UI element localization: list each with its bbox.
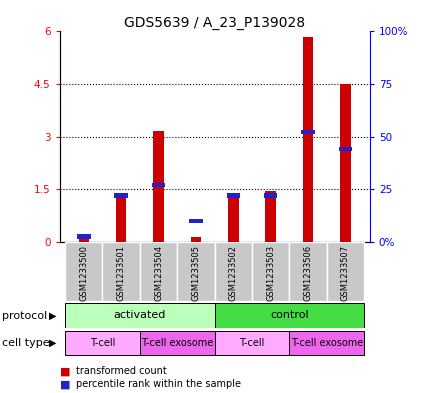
Bar <box>303 37 313 242</box>
Text: T-cell: T-cell <box>239 338 265 348</box>
Bar <box>215 242 252 301</box>
Bar <box>339 147 352 151</box>
Bar <box>177 242 215 301</box>
Text: ▶: ▶ <box>49 310 57 321</box>
Bar <box>228 193 238 242</box>
Bar <box>65 303 215 328</box>
Text: GSM1233505: GSM1233505 <box>191 244 201 301</box>
Bar <box>79 237 89 242</box>
Bar <box>301 130 315 134</box>
Text: T-cell exosome: T-cell exosome <box>291 338 363 348</box>
Bar <box>264 193 278 198</box>
Bar <box>153 131 164 242</box>
Bar <box>327 242 364 301</box>
Text: ■: ■ <box>60 366 70 376</box>
Text: control: control <box>270 310 309 320</box>
Bar <box>114 193 128 198</box>
Text: T-cell exosome: T-cell exosome <box>141 338 213 348</box>
Bar <box>189 219 203 223</box>
Text: T-cell: T-cell <box>90 338 115 348</box>
Text: GSM1233501: GSM1233501 <box>117 244 126 301</box>
Bar <box>215 303 364 328</box>
Text: GSM1233504: GSM1233504 <box>154 244 163 301</box>
Title: GDS5639 / A_23_P139028: GDS5639 / A_23_P139028 <box>124 17 305 30</box>
Text: GSM1233502: GSM1233502 <box>229 244 238 301</box>
Text: protocol: protocol <box>2 310 47 321</box>
Bar <box>191 237 201 242</box>
Text: GSM1233506: GSM1233506 <box>303 244 312 301</box>
Bar <box>65 331 140 355</box>
Text: ▶: ▶ <box>49 338 57 348</box>
Text: ■: ■ <box>60 379 70 389</box>
Text: GSM1233500: GSM1233500 <box>79 244 88 301</box>
Bar <box>266 191 276 242</box>
Bar <box>140 331 215 355</box>
Bar <box>252 242 289 301</box>
Text: transformed count: transformed count <box>76 366 167 376</box>
Bar <box>77 234 91 239</box>
Bar <box>340 84 351 242</box>
Bar <box>116 193 126 242</box>
Bar <box>152 183 165 187</box>
Text: GSM1233507: GSM1233507 <box>341 244 350 301</box>
Bar <box>289 331 364 355</box>
Text: activated: activated <box>113 310 166 320</box>
Bar <box>102 242 140 301</box>
Bar <box>215 331 289 355</box>
Bar <box>227 193 240 198</box>
Bar <box>65 242 102 301</box>
Bar <box>140 242 177 301</box>
Text: percentile rank within the sample: percentile rank within the sample <box>76 379 241 389</box>
Bar <box>289 242 327 301</box>
Text: cell type: cell type <box>2 338 50 348</box>
Text: GSM1233503: GSM1233503 <box>266 244 275 301</box>
